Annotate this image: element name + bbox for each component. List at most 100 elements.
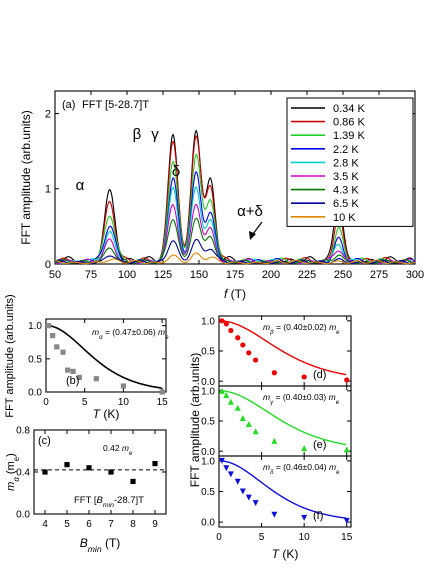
- legend-label: 1.39 K: [333, 130, 365, 142]
- panel-c-xtick-label: 7: [108, 519, 114, 530]
- panel-a-xtick-label: 150: [190, 269, 208, 281]
- peak-label: β: [133, 126, 142, 143]
- panel-c-xlabel: Bmin (T): [80, 536, 121, 554]
- panel-f-xtick-label: 10: [299, 532, 311, 543]
- panel-e-ytick-label: 0.0: [201, 447, 215, 458]
- panel-e-label: (e): [313, 439, 326, 451]
- panel-d-ytick-label: 0.5: [201, 347, 215, 358]
- panel-b-annotation: mα = (0.47±0.06) me: [92, 327, 169, 341]
- panel-c-xtick-label: 6: [86, 519, 92, 530]
- panel-b-point: [50, 332, 56, 339]
- panel-d-point: [301, 374, 307, 380]
- panel-c-point: [152, 461, 158, 467]
- panel-d-annotation: mβ = (0.40±0.02) me: [263, 322, 340, 336]
- panel-e-point: [252, 428, 259, 435]
- panel-d-ytick-label: 1.0: [201, 316, 215, 327]
- legend-label: 6.5 K: [333, 198, 359, 210]
- legend-label: 2.8 K: [333, 157, 359, 169]
- panel-d-point: [344, 377, 350, 383]
- panel-c-xtick-label: 9: [152, 519, 158, 530]
- legend-label: 10 K: [333, 212, 356, 224]
- panel-b-xtick-label: 0: [43, 397, 49, 408]
- panel-b-point: [120, 383, 127, 389]
- panel-d-point: [223, 321, 229, 327]
- panel-d-point: [253, 357, 259, 363]
- arrow-line: [252, 221, 263, 235]
- panel-b-ylabel: FFT amplitude (arb.units): [4, 294, 16, 417]
- panel-b-ytick-label: 0.5: [28, 354, 42, 365]
- panel-c-point: [130, 478, 136, 485]
- panel-e-ytick-label: 1.0: [201, 386, 215, 397]
- peak-label: α+δ: [237, 203, 263, 220]
- panel-f-point: [234, 478, 241, 485]
- panel-a-annotation: FFT [5-28.7]T: [82, 99, 149, 111]
- panel-a-xtick-label: 300: [406, 269, 424, 281]
- panel-d-label: (d): [313, 369, 326, 381]
- panel-d-point: [228, 327, 234, 334]
- series-line-10-K: [54, 252, 416, 265]
- panel-e-point: [234, 404, 241, 411]
- panel-f-label: (f): [313, 510, 323, 522]
- panel-a-xtick-label: 225: [298, 269, 316, 281]
- panel-a-xtick-label: 175: [226, 269, 244, 281]
- panel-e-point: [218, 387, 225, 394]
- panel-f-point: [301, 514, 308, 521]
- panel-e-point: [245, 421, 252, 428]
- panel-f-ytick-label: 1.0: [201, 456, 215, 467]
- panel-c-point: [64, 462, 70, 468]
- panel-e-point: [271, 437, 278, 444]
- panel-b-point: [60, 349, 66, 355]
- panel-e-annotation: mγ = (0.40±0.03) me: [263, 392, 340, 406]
- panel-c-label: (c): [38, 435, 51, 447]
- panel-c-ytick-label: 0.4: [16, 468, 30, 479]
- panel-d-ytick-label: 0.0: [201, 377, 215, 388]
- panel-f-xtick-label: 5: [259, 532, 265, 543]
- panel-f-point: [239, 488, 246, 495]
- panel-f-xlabel: T (K): [272, 547, 299, 561]
- panel-e-point: [239, 414, 246, 421]
- panel-a-xtick-label: 125: [154, 269, 172, 281]
- panel-b-label: (b): [66, 375, 79, 387]
- panel-d-point: [240, 342, 246, 348]
- panel-f-annotation: mδ = (0.46±0.04) me: [263, 462, 340, 476]
- panel-e-point: [343, 446, 350, 453]
- panel-d-point: [246, 350, 252, 356]
- panel-e-point: [227, 398, 234, 405]
- panel-b-point: [70, 368, 76, 375]
- panel-d-fit-line: [221, 320, 347, 376]
- panel-a-xtick-label: 275: [370, 269, 388, 281]
- panel-c-point: [86, 465, 92, 471]
- panel-d-point: [235, 335, 241, 341]
- panel-f-point: [245, 494, 252, 501]
- panel-a-xtick-label: 200: [262, 269, 280, 281]
- panel-c-point: [42, 469, 48, 475]
- panel-a-ytick-label: 0: [45, 259, 51, 271]
- panel-e-point: [223, 392, 230, 399]
- right-panels-ylabel: FFT amplitude (arb.units): [188, 353, 202, 488]
- panel-f-xtick-label: 0: [216, 532, 222, 543]
- series-line-4-3-K: [54, 217, 416, 265]
- peak-label: α: [76, 177, 85, 194]
- peak-label: δ: [172, 163, 180, 180]
- panel-b-point: [46, 323, 52, 329]
- panel-c-point: [108, 469, 114, 475]
- legend-label: 2.2 K: [333, 144, 359, 156]
- panel-c-ytick-label: 0.8: [16, 426, 30, 437]
- panel-b-xtick-label: 10: [118, 397, 130, 408]
- panel-c-xtick-label: 5: [64, 519, 70, 530]
- legend-label: 0.34 K: [333, 103, 365, 115]
- panel-f-point: [252, 500, 259, 507]
- legend-label: 3.5 K: [333, 171, 359, 183]
- panel-c-annotation: FFT [Bmin-28.7]T: [74, 495, 144, 509]
- panel-b-point: [159, 389, 165, 395]
- panel-e-point: [301, 445, 308, 452]
- panel-a-ytick-label: 1: [45, 184, 51, 196]
- peak-label: γ: [151, 126, 159, 143]
- panel-c-ytick-label: 0.0: [16, 510, 30, 521]
- panel-b-point: [54, 344, 60, 350]
- panel-b-point: [65, 367, 71, 373]
- panel-a-label: (a): [62, 99, 75, 111]
- legend-label: 0.86 K: [333, 117, 365, 129]
- panel-f-point: [223, 465, 230, 472]
